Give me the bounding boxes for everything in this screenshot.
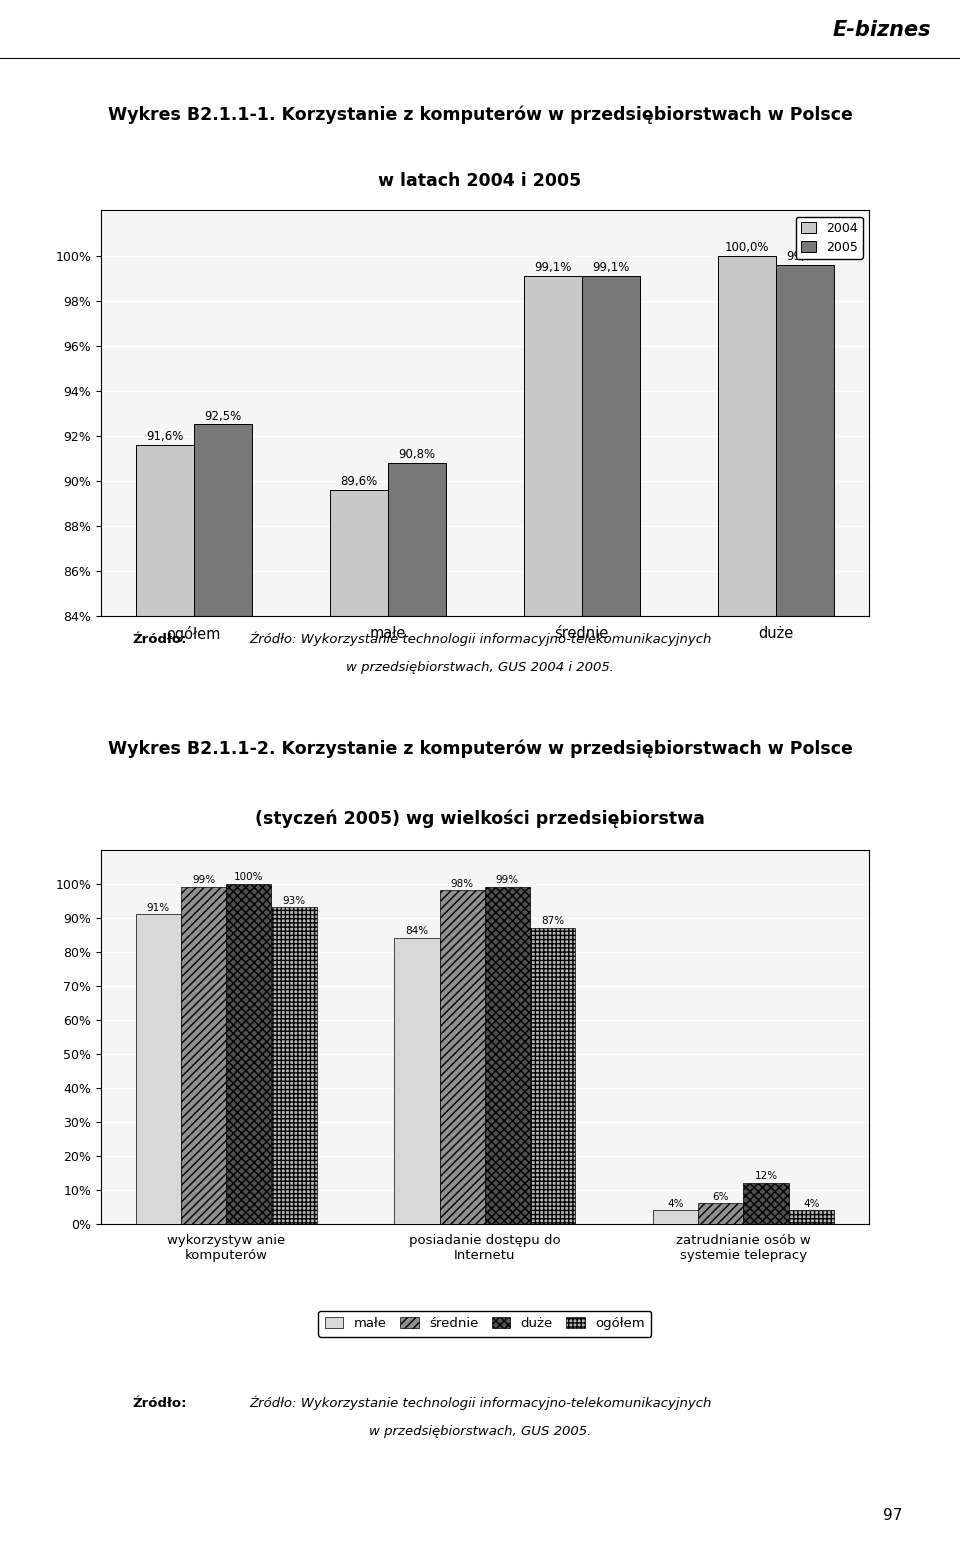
Bar [135, 444, 194, 1559]
Bar [743, 1183, 788, 1224]
Text: w przedsiębiorstwach, GUS 2004 i 2005.: w przedsiębiorstwach, GUS 2004 i 2005. [346, 661, 614, 673]
Text: 98%: 98% [450, 879, 473, 889]
Text: 91,6%: 91,6% [146, 430, 183, 443]
Text: Źródło:: Źródło: [132, 633, 187, 645]
Legend: 2004, 2005: 2004, 2005 [796, 217, 862, 259]
Bar [776, 265, 834, 1559]
Text: Źródło:: Źródło: [132, 1397, 187, 1409]
Bar [395, 939, 440, 1224]
Text: 87%: 87% [541, 917, 564, 926]
Text: 84%: 84% [405, 926, 428, 937]
Bar [135, 914, 181, 1224]
Text: Wykres B2.1.1-1. Korzystanie z komputerów w przedsiębiorstwach w Polsce: Wykres B2.1.1-1. Korzystanie z komputeró… [108, 106, 852, 125]
Bar [388, 463, 446, 1559]
Text: 100,0%: 100,0% [725, 240, 769, 254]
Text: E-biznes: E-biznes [832, 20, 931, 39]
Bar [194, 424, 252, 1559]
Bar [523, 276, 582, 1559]
Bar [530, 928, 575, 1224]
Text: 4%: 4% [803, 1199, 820, 1208]
Bar [485, 887, 530, 1224]
Text: Źródło: ​Wykorzystanie technologii informacyjno-telekomunikacyjnych: Źródło: ​Wykorzystanie technologii infor… [249, 1395, 711, 1411]
Bar [272, 907, 317, 1224]
Bar [653, 1210, 698, 1224]
Text: (styczeń 2005) wg wielkości przedsiębiorstwa: (styczeń 2005) wg wielkości przedsiębior… [255, 809, 705, 828]
Text: 99,1%: 99,1% [592, 260, 630, 274]
Text: 99%: 99% [496, 875, 519, 886]
Text: 99,6%: 99,6% [786, 249, 824, 263]
Text: 92,5%: 92,5% [204, 410, 242, 422]
Text: 100%: 100% [234, 871, 264, 882]
Text: w przedsiębiorstwach, GUS 2005.: w przedsiębiorstwach, GUS 2005. [369, 1425, 591, 1437]
Bar [717, 256, 776, 1559]
Text: 4%: 4% [667, 1199, 684, 1208]
Bar [227, 884, 272, 1224]
Text: 6%: 6% [712, 1191, 729, 1202]
Text: 91%: 91% [147, 903, 170, 912]
Bar [788, 1210, 834, 1224]
Bar [698, 1204, 743, 1224]
Legend: małe, średnie, duże, ogółem: małe, średnie, duże, ogółem [318, 1311, 652, 1338]
Text: w latach 2004 i 2005: w latach 2004 i 2005 [378, 173, 582, 190]
Text: 90,8%: 90,8% [398, 447, 436, 461]
Text: Wykres B2.1.1-2. Korzystanie z komputerów w przedsiębiorstwach w Polsce: Wykres B2.1.1-2. Korzystanie z komputeró… [108, 739, 852, 758]
Text: 99,1%: 99,1% [534, 260, 571, 274]
Text: 93%: 93% [282, 896, 305, 906]
Bar [440, 890, 485, 1224]
Text: Źródło: ​Wykorzystanie technologii informacyjno-telekomunikacyjnych: Źródło: ​Wykorzystanie technologii infor… [249, 631, 711, 647]
Bar [181, 887, 227, 1224]
Bar [582, 276, 640, 1559]
Text: 89,6%: 89,6% [340, 475, 377, 488]
Text: 12%: 12% [755, 1171, 778, 1182]
Text: 97: 97 [883, 1508, 902, 1523]
Bar [329, 490, 388, 1559]
Text: 99%: 99% [192, 875, 215, 886]
